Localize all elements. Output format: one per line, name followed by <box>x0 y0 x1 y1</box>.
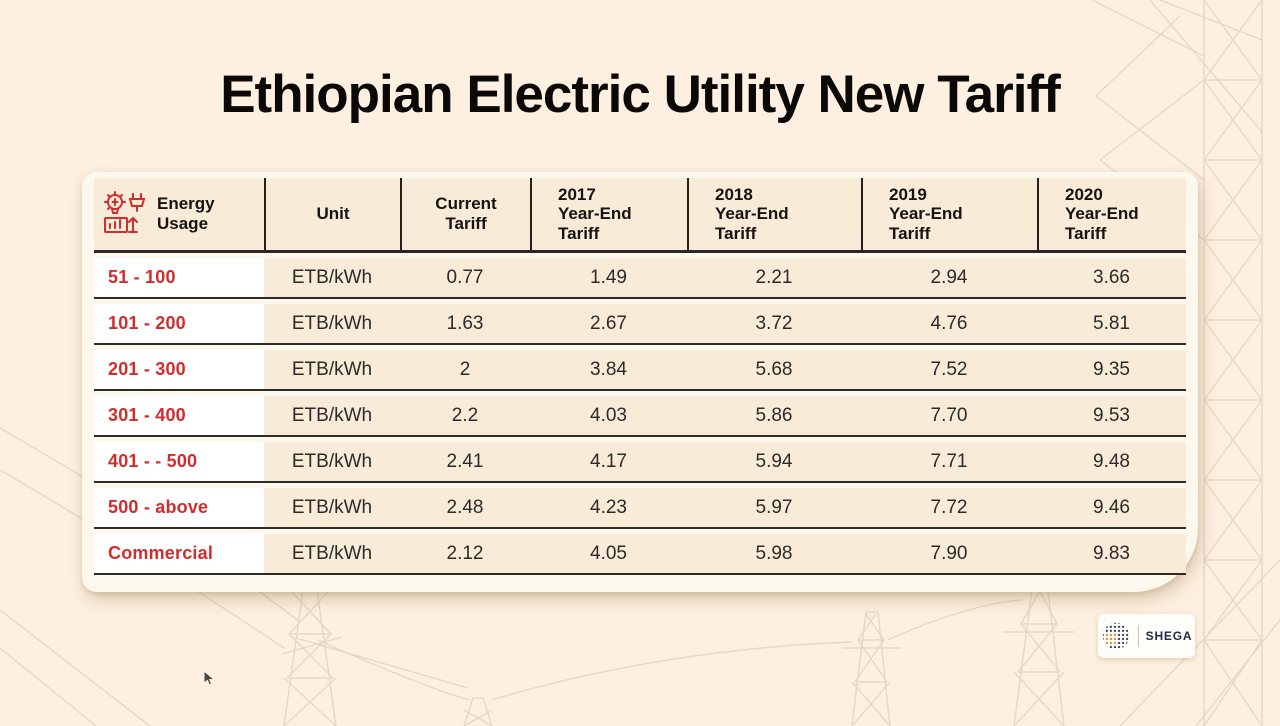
current-tariff-value: 0.77 <box>446 266 484 288</box>
shega-dots-logo-icon <box>1101 621 1131 651</box>
usage-range: 301 - 400 <box>94 396 264 435</box>
usage-range: 201 - 300 <box>94 350 264 389</box>
tariff-2020-value: 9.53 <box>1093 404 1130 426</box>
tariff-2019-value: 7.52 <box>930 358 968 380</box>
header-label-line: Year-End <box>715 204 789 224</box>
usage-range: 500 - above <box>94 488 264 527</box>
tariff-2020-value: 9.46 <box>1093 496 1130 518</box>
unit-value: ETB/kWh <box>291 358 373 380</box>
table-row: 401 - - 500 ETB/kWh 2.41 4.17 5.94 7.71 … <box>94 442 1186 483</box>
header-label-line: 2019 <box>889 184 927 204</box>
tariff-2020-value: 5.81 <box>1093 312 1130 334</box>
header-label-line: Tariff <box>445 214 487 233</box>
header-label-line: Usage <box>157 214 209 233</box>
usage-range: Commercial <box>94 534 264 573</box>
header-label-line: Energy <box>157 194 215 214</box>
header-2019-tariff: 2019 Year-End Tariff <box>861 178 1037 250</box>
page-title: Ethiopian Electric Utility New Tariff <box>220 65 1061 124</box>
header-label-line: Year-End <box>889 204 963 224</box>
tariff-2019-value: 7.90 <box>930 542 968 564</box>
header-energy-usage: Energy Usage <box>94 178 264 250</box>
tariff-2017-value: 3.84 <box>590 358 627 380</box>
header-label-line: Year-End <box>558 204 632 224</box>
header-2018-tariff: 2018 Year-End Tariff <box>687 178 861 250</box>
tariff-2017-value: 4.03 <box>590 404 627 426</box>
usage-range: 401 - - 500 <box>94 442 264 481</box>
unit-value: ETB/kWh <box>291 496 373 518</box>
energy-usage-icon <box>102 190 148 239</box>
header-2017-tariff: 2017 Year-End Tariff <box>530 178 687 250</box>
tariff-2020-value: 9.83 <box>1093 542 1130 564</box>
tariff-2020-value: 9.35 <box>1093 358 1130 380</box>
shega-logo-badge: SHEGA <box>1098 614 1195 658</box>
header-label-line: Unit <box>316 204 350 224</box>
tariff-2019-value: 7.72 <box>930 496 968 518</box>
unit-value: ETB/kWh <box>291 542 373 564</box>
tariff-2019-value: 4.76 <box>930 312 968 334</box>
tariff-2018-value: 5.68 <box>755 358 793 380</box>
header-label-line: Tariff <box>715 223 757 243</box>
usage-range: 51 - 100 <box>94 258 264 297</box>
current-tariff-value: 2.12 <box>446 542 484 564</box>
tariff-2018-value: 5.94 <box>755 450 793 472</box>
tariff-2017-value: 4.23 <box>590 496 627 518</box>
table-row: Commercial ETB/kWh 2.12 4.05 5.98 7.90 9… <box>94 534 1186 575</box>
table-row: 201 - 300 ETB/kWh 2 3.84 5.68 7.52 9.35 <box>94 350 1186 391</box>
tariff-2018-value: 2.21 <box>755 266 793 288</box>
mouse-cursor-icon <box>203 669 216 693</box>
header-label-line: Year-End <box>1065 204 1139 224</box>
table-header-row: Energy Usage Unit Current Tariff 2017 Ye… <box>94 178 1186 253</box>
tariff-2018-value: 5.86 <box>755 404 793 426</box>
header-label-line: 2018 <box>715 184 753 204</box>
table-row: 301 - 400 ETB/kWh 2.2 4.03 5.86 7.70 9.5… <box>94 396 1186 437</box>
header-unit: Unit <box>264 178 400 250</box>
logo-divider <box>1137 625 1139 647</box>
unit-value: ETB/kWh <box>291 266 373 288</box>
current-tariff-value: 2.48 <box>446 496 484 518</box>
unit-value: ETB/kWh <box>291 312 373 334</box>
tariff-table-card: Energy Usage Unit Current Tariff 2017 Ye… <box>82 172 1198 592</box>
tariff-2020-value: 9.48 <box>1093 450 1130 472</box>
tariff-2018-value: 5.98 <box>755 542 793 564</box>
table-row: 101 - 200 ETB/kWh 1.63 2.67 3.72 4.76 5.… <box>94 304 1186 345</box>
header-label-line: Tariff <box>1065 223 1107 243</box>
current-tariff-value: 2.2 <box>451 404 479 426</box>
tariff-2017-value: 2.67 <box>590 312 627 334</box>
table-row: 500 - above ETB/kWh 2.48 4.23 5.97 7.72 … <box>94 488 1186 529</box>
current-tariff-value: 2 <box>459 358 471 380</box>
tariff-2018-value: 3.72 <box>755 312 793 334</box>
table-row: 51 - 100 ETB/kWh 0.77 1.49 2.21 2.94 3.6… <box>94 258 1186 299</box>
tariff-2019-value: 2.94 <box>930 266 968 288</box>
current-tariff-value: 1.63 <box>446 312 484 334</box>
tariff-2019-value: 7.70 <box>930 404 968 426</box>
brand-name: SHEGA <box>1145 629 1193 643</box>
unit-value: ETB/kWh <box>291 450 373 472</box>
usage-range: 101 - 200 <box>94 304 264 343</box>
tariff-2018-value: 5.97 <box>755 496 793 518</box>
tariff-2017-value: 1.49 <box>590 266 627 288</box>
header-label-line: 2017 <box>558 184 596 204</box>
header-label-line: Current <box>435 194 497 214</box>
tariff-2020-value: 3.66 <box>1093 266 1130 288</box>
unit-value: ETB/kWh <box>291 404 373 426</box>
header-2020-tariff: 2020 Year-End Tariff <box>1037 178 1186 250</box>
tariff-2017-value: 4.17 <box>590 450 627 472</box>
header-label-line: Tariff <box>558 223 600 243</box>
tariff-2017-value: 4.05 <box>590 542 627 564</box>
header-label-line: Tariff <box>889 223 931 243</box>
tariff-2019-value: 7.71 <box>930 450 968 472</box>
current-tariff-value: 2.41 <box>446 450 484 472</box>
header-current-tariff: Current Tariff <box>400 178 530 250</box>
header-label-line: 2020 <box>1065 184 1103 204</box>
